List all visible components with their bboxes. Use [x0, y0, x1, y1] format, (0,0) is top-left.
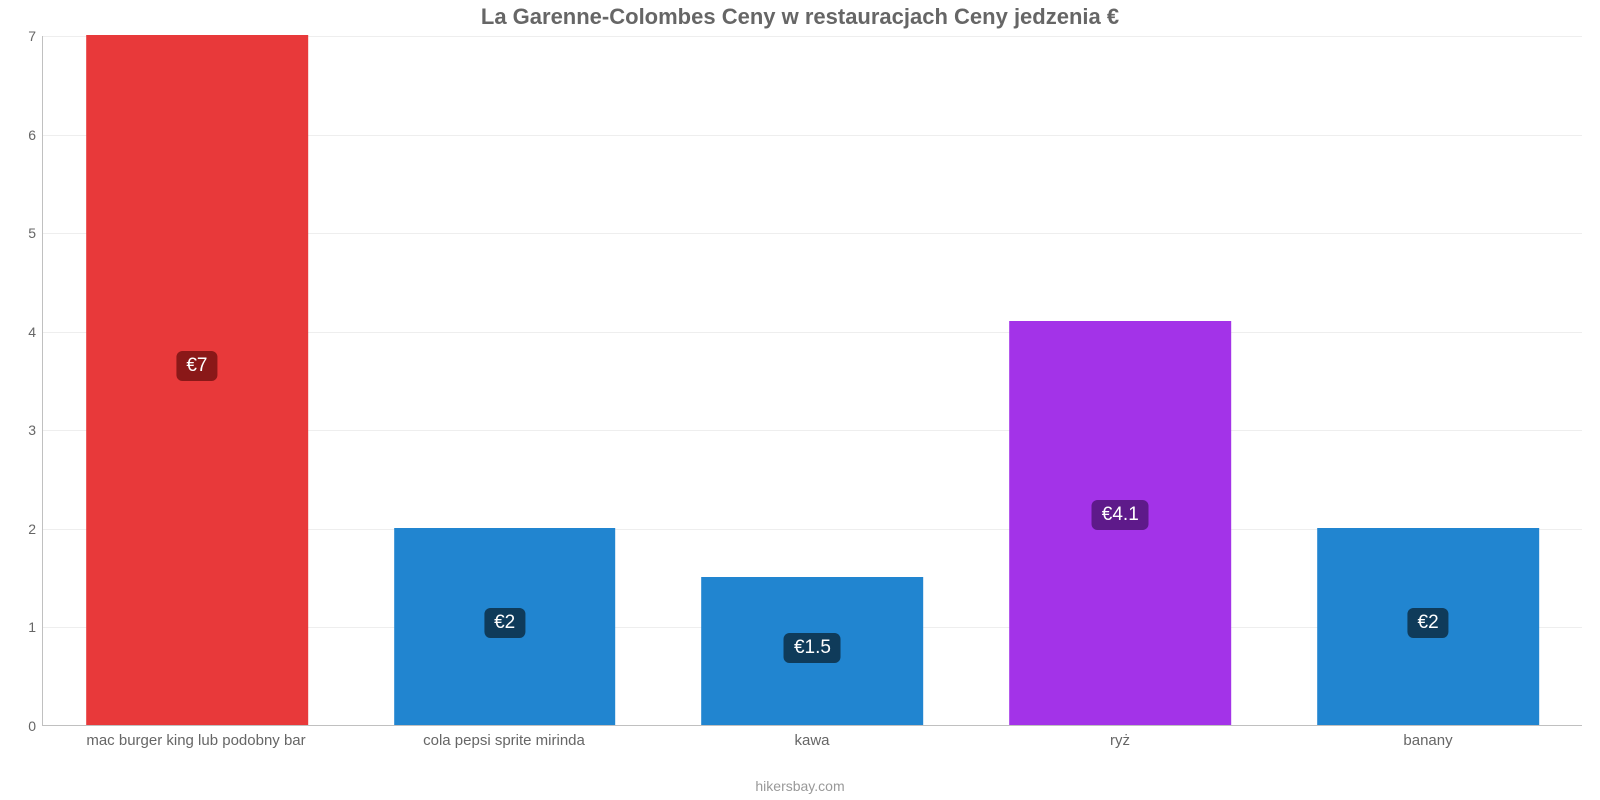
x-axis-label: mac burger king lub podobny bar	[42, 732, 350, 749]
ytick-label: 5	[6, 225, 36, 241]
ytick-label: 1	[6, 619, 36, 635]
bar-slot: €2	[1274, 36, 1582, 725]
x-axis-labels: mac burger king lub podobny barcola peps…	[42, 732, 1582, 749]
x-axis-label: cola pepsi sprite mirinda	[350, 732, 658, 749]
bar-value-badge: €7	[176, 351, 217, 381]
x-axis-label: banany	[1274, 732, 1582, 749]
x-axis-label: kawa	[658, 732, 966, 749]
bar-slot: €2	[351, 36, 659, 725]
ytick-label: 0	[6, 718, 36, 734]
x-axis-label: ryż	[966, 732, 1274, 749]
bar-slot: €4.1	[966, 36, 1274, 725]
ytick-label: 4	[6, 324, 36, 340]
bar-slot: €1.5	[659, 36, 967, 725]
ytick-label: 7	[6, 28, 36, 44]
ytick-label: 3	[6, 422, 36, 438]
ytick-label: 2	[6, 521, 36, 537]
chart-title: La Garenne-Colombes Ceny w restauracjach…	[0, 4, 1600, 30]
chart-container: La Garenne-Colombes Ceny w restauracjach…	[0, 0, 1600, 800]
ytick-label: 6	[6, 127, 36, 143]
attribution-text: hikersbay.com	[0, 778, 1600, 794]
bar-value-badge: €2	[1408, 608, 1449, 638]
bar-value-badge: €2	[484, 608, 525, 638]
plot-area: €7 €2 €1.5 €4.1 €2	[42, 36, 1582, 726]
bars-group: €7 €2 €1.5 €4.1 €2	[43, 36, 1582, 725]
bar-value-badge: €1.5	[784, 633, 841, 663]
bar-value-badge: €4.1	[1092, 500, 1149, 530]
bar-slot: €7	[43, 36, 351, 725]
